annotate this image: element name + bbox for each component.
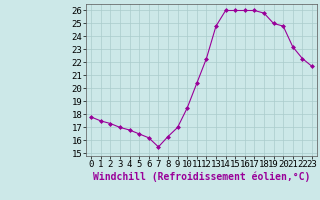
- X-axis label: Windchill (Refroidissement éolien,°C): Windchill (Refroidissement éolien,°C): [93, 172, 310, 182]
